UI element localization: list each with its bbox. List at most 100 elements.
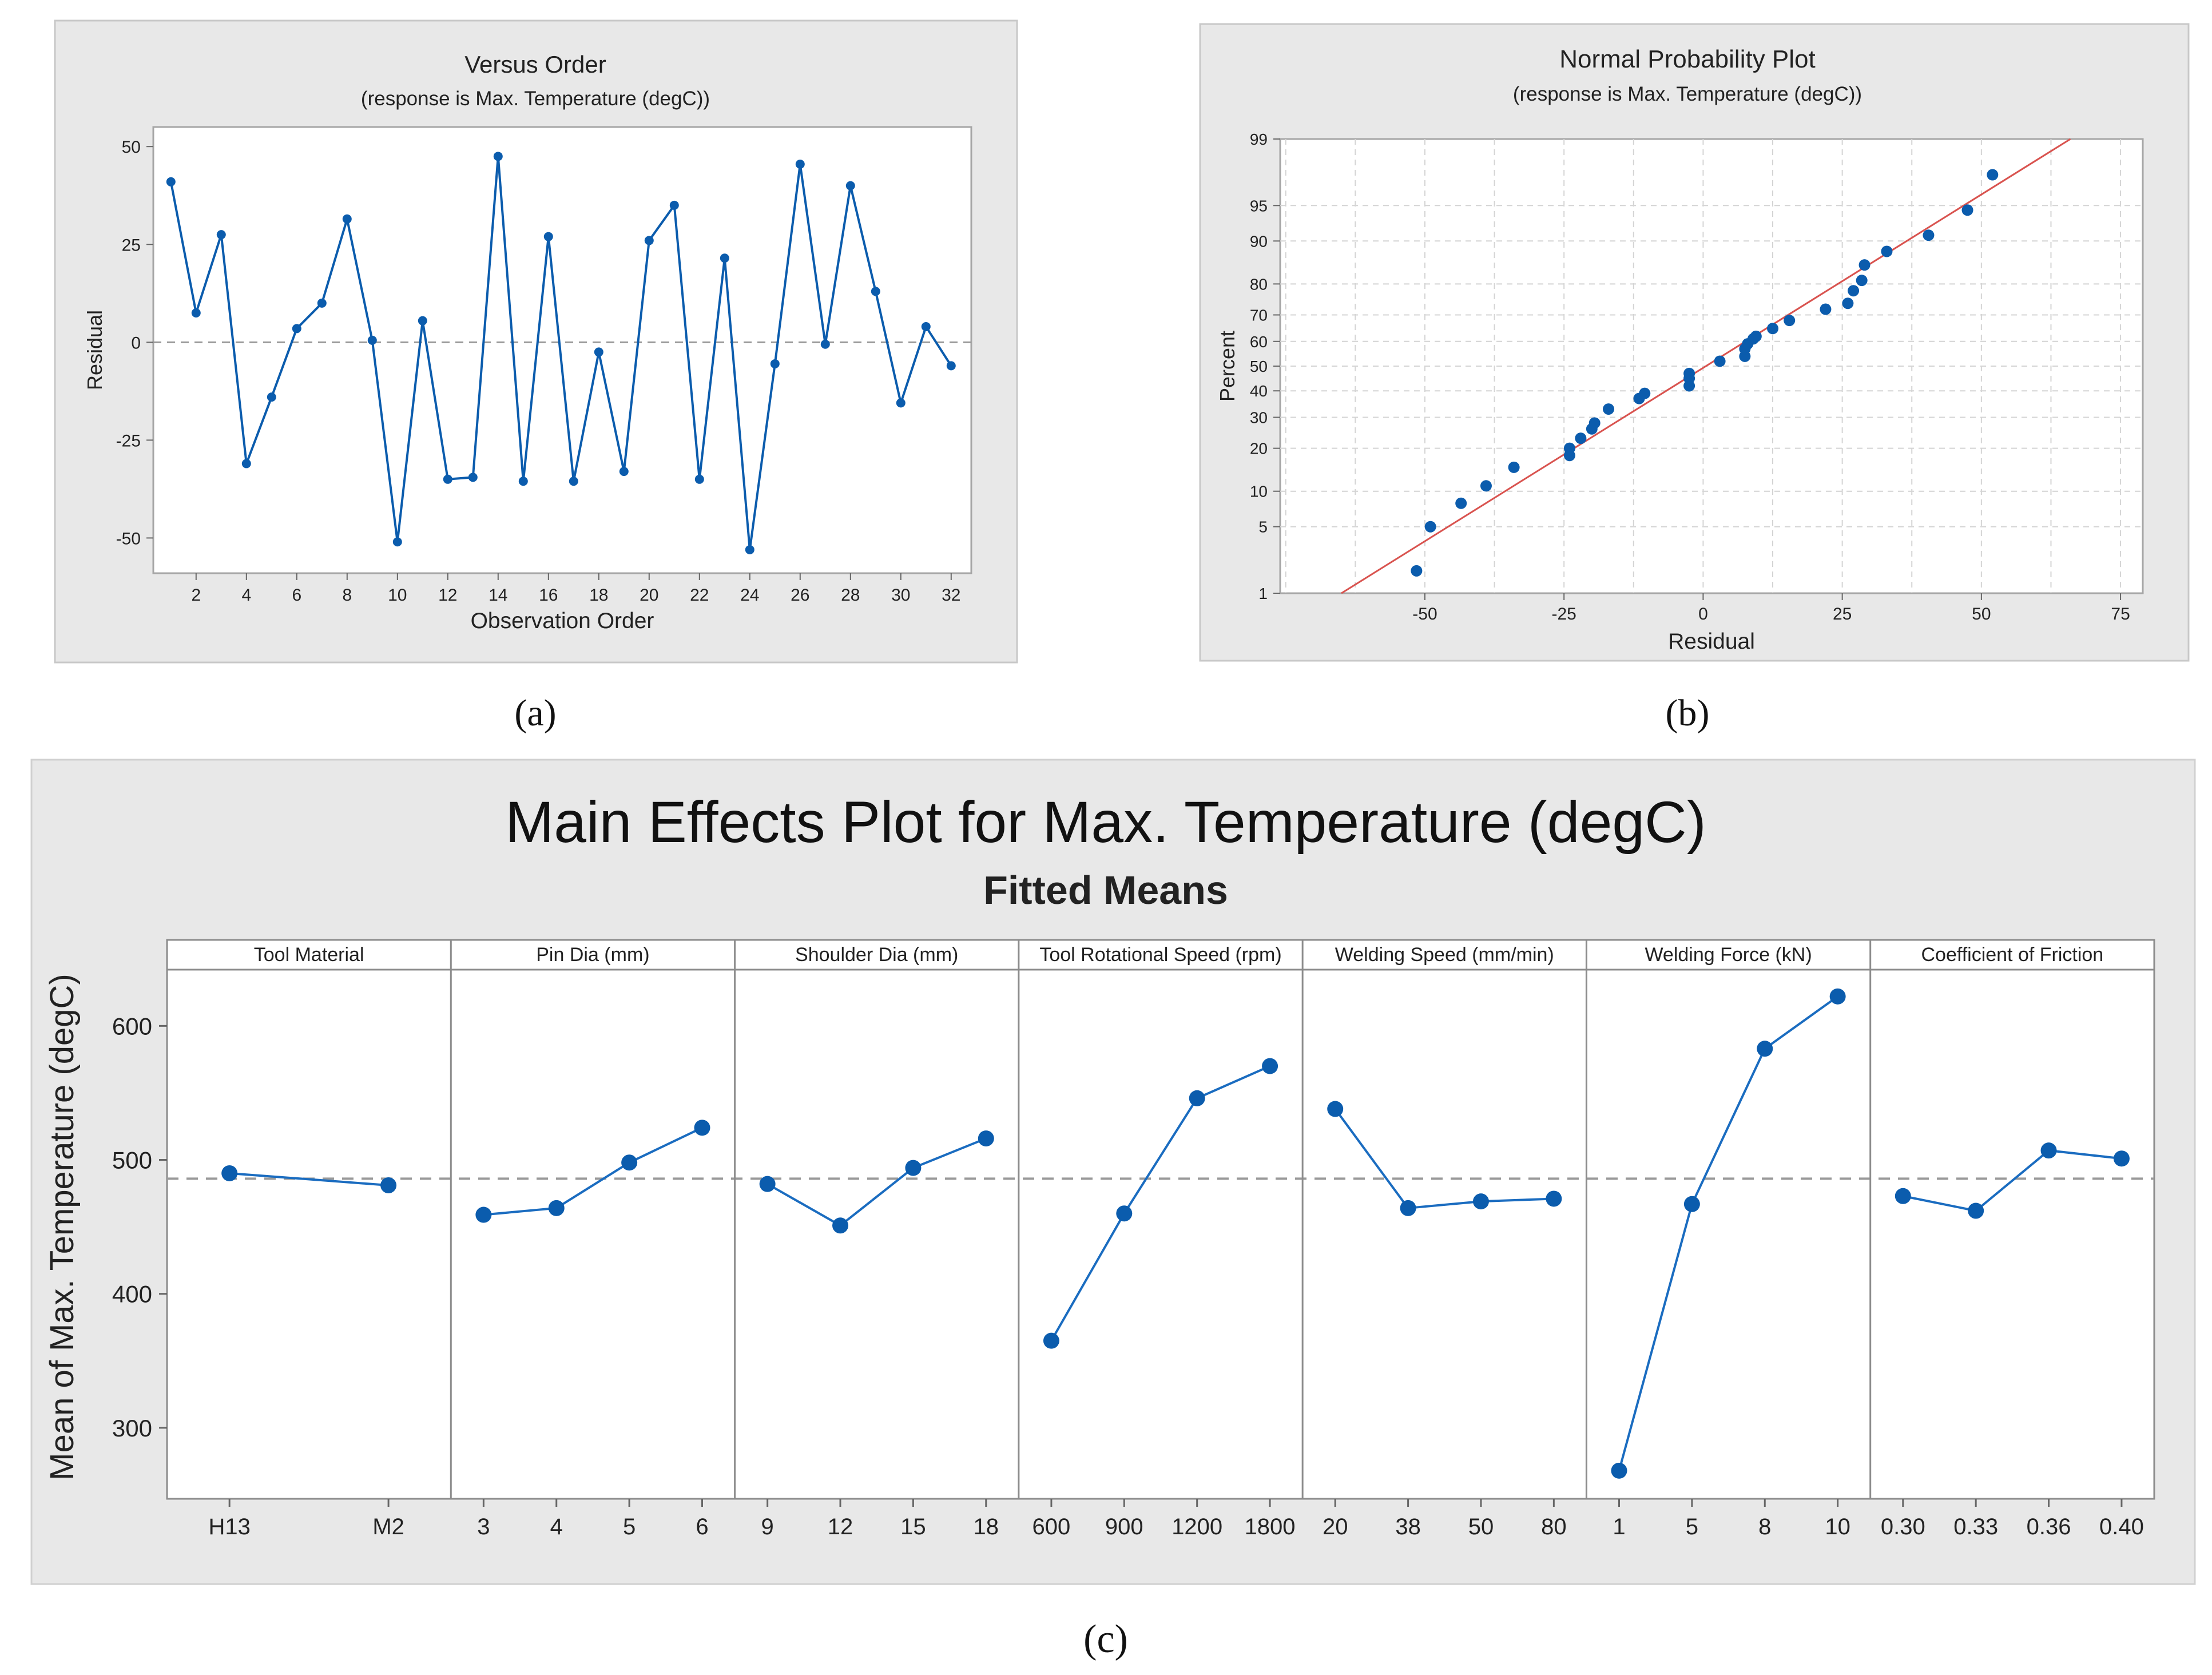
residual-point — [1480, 480, 1492, 492]
x-tick-label: -50 — [1412, 605, 1437, 624]
residual-point — [770, 359, 780, 368]
x-tick-label: 0.36 — [2027, 1514, 2071, 1539]
chart-b-subtitle: (response is Max. Temperature (degC)) — [1513, 83, 1862, 105]
residual-point — [845, 181, 855, 190]
y-tick-label: 0 — [131, 334, 141, 352]
x-tick-label: 8 — [1758, 1514, 1771, 1539]
y-tick-label: 50 — [1250, 358, 1268, 375]
x-tick-label: 0.33 — [1953, 1514, 1998, 1539]
effect-point — [1262, 1058, 1278, 1074]
versus-order-chart: Versus Order (response is Max. Temperatu… — [54, 19, 1018, 734]
y-tick-label: 95 — [1250, 197, 1268, 215]
effect-point — [1189, 1090, 1205, 1106]
effect-point — [1757, 1041, 1773, 1057]
x-tick-label: 18 — [974, 1514, 999, 1539]
panel-header-label: Pin Dia (mm) — [536, 944, 649, 966]
y-tick-label: 5 — [1258, 518, 1268, 536]
residual-point — [1508, 461, 1520, 473]
panel-label-b: (b) — [1666, 692, 1710, 734]
y-tick-label: 20 — [1250, 440, 1268, 458]
y-tick-label: 80 — [1250, 275, 1268, 293]
x-tick-label: 0 — [1698, 605, 1708, 624]
residual-point — [216, 230, 226, 240]
residual-point — [619, 467, 629, 477]
effect-point — [905, 1160, 922, 1176]
chart-a-title: Versus Order — [464, 51, 606, 78]
y-tick-label: 40 — [1250, 382, 1268, 400]
x-tick-label: 600 — [1032, 1514, 1071, 1539]
x-tick-label: 1200 — [1171, 1514, 1222, 1539]
residual-point — [518, 477, 528, 486]
residual-point — [1588, 417, 1601, 429]
residual-point — [418, 316, 427, 326]
residual-point — [443, 474, 452, 484]
main-effects-chart: Main Effects Plot for Max. Temperature (… — [30, 759, 2196, 1661]
y-tick-label: 300 — [112, 1415, 152, 1442]
effect-point — [1611, 1462, 1627, 1479]
panel-label-a: (a) — [514, 692, 556, 734]
residual-point — [921, 321, 931, 331]
residual-point — [367, 335, 377, 345]
x-tick-label: 9 — [761, 1514, 774, 1539]
y-tick-label: 600 — [112, 1013, 152, 1039]
x-tick-label: 5 — [1686, 1514, 1698, 1539]
residual-point — [1714, 355, 1726, 367]
residual-point — [1987, 169, 1999, 181]
effect-point — [978, 1130, 994, 1147]
residual-point — [1455, 497, 1467, 509]
residual-point — [1411, 565, 1423, 577]
y-tick-label: -50 — [116, 529, 141, 548]
effect-point — [1327, 1101, 1344, 1117]
effect-point — [1895, 1188, 1911, 1204]
x-tick-label: -25 — [1552, 605, 1576, 624]
residual-point — [1424, 521, 1436, 533]
x-tick-label: 4 — [550, 1514, 563, 1539]
x-tick-label: 12 — [828, 1514, 853, 1539]
residual-point — [543, 232, 553, 241]
x-tick-label: 8 — [342, 586, 352, 605]
x-tick-label: 80 — [1541, 1514, 1567, 1539]
residual-point — [1767, 323, 1779, 335]
chart-a-y-axis-label: Residual — [83, 310, 106, 390]
residual-point — [1848, 285, 1860, 297]
y-tick-label: 60 — [1250, 333, 1268, 351]
x-tick-label: 28 — [841, 586, 860, 605]
panel-header-label: Welding Force (kN) — [1645, 944, 1812, 966]
x-tick-label: 32 — [942, 586, 960, 605]
residual-point — [241, 459, 251, 469]
x-tick-label: 4 — [241, 586, 251, 605]
y-tick-label: 70 — [1250, 307, 1268, 324]
residual-point — [166, 177, 176, 186]
residual-point — [1858, 259, 1871, 271]
residual-point — [1856, 275, 1868, 287]
effect-point — [1116, 1205, 1133, 1222]
x-tick-label: 10 — [388, 586, 407, 605]
residual-point — [569, 477, 578, 486]
residual-point — [1961, 204, 1973, 216]
x-tick-label: 30 — [891, 586, 910, 605]
residual-point — [669, 200, 679, 210]
residual-point — [1639, 387, 1651, 399]
x-tick-label: 900 — [1105, 1514, 1143, 1539]
x-tick-label: 22 — [690, 586, 709, 605]
y-tick-label: -25 — [116, 431, 141, 450]
x-tick-label: M2 — [372, 1514, 404, 1539]
x-tick-label: 10 — [1825, 1514, 1850, 1539]
x-tick-label: 0.30 — [1881, 1514, 1925, 1539]
residual-point — [745, 545, 754, 554]
residual-point — [896, 398, 906, 408]
residual-point — [1750, 330, 1762, 342]
residual-point — [1563, 442, 1575, 454]
chart-b-plot-area — [1279, 138, 2144, 594]
x-tick-label: 1800 — [1245, 1514, 1296, 1539]
effect-point — [2113, 1150, 2130, 1167]
x-tick-label: 50 — [1468, 1514, 1494, 1539]
main-effects-plot-area — [166, 939, 2155, 1500]
residual-point — [1923, 229, 1935, 241]
x-tick-label: 14 — [489, 586, 507, 605]
effect-line — [483, 1126, 703, 1216]
effect-point — [1472, 1193, 1489, 1210]
residual-point — [1784, 315, 1796, 327]
chart-b-title: Normal Probability Plot — [1559, 45, 1816, 73]
